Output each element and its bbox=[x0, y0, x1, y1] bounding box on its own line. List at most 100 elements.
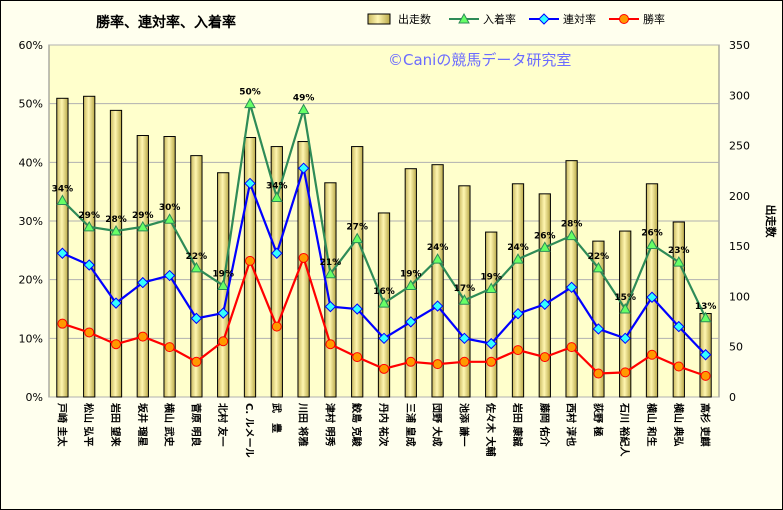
data-label: 21% bbox=[320, 258, 342, 268]
point-marker bbox=[538, 241, 551, 252]
point-marker bbox=[84, 327, 95, 338]
data-label: 28% bbox=[105, 215, 127, 225]
point-marker bbox=[646, 238, 658, 249]
point-marker bbox=[270, 191, 283, 203]
point-marker bbox=[244, 177, 256, 190]
data-label: 15% bbox=[614, 293, 636, 303]
point-marker bbox=[56, 194, 69, 205]
point-marker bbox=[539, 352, 550, 363]
data-label: 24% bbox=[427, 243, 449, 253]
legend-marker bbox=[458, 12, 470, 24]
data-label: 49% bbox=[293, 94, 315, 104]
point-marker bbox=[298, 252, 309, 263]
bar-starts bbox=[565, 160, 578, 398]
chart-title: 勝率、連対率、入着率 bbox=[96, 14, 236, 31]
point-marker bbox=[404, 279, 417, 291]
point-marker bbox=[539, 298, 551, 311]
point-marker bbox=[271, 321, 282, 332]
bar-starts bbox=[243, 137, 257, 398]
point-marker bbox=[190, 312, 203, 325]
bar-starts bbox=[351, 146, 364, 398]
point-marker bbox=[699, 311, 712, 323]
point-marker bbox=[324, 300, 337, 313]
category-label: 岩田 望来 bbox=[109, 402, 122, 447]
y-tick-label: 10% bbox=[19, 332, 43, 345]
category-label: 丹内 祐次 bbox=[377, 403, 390, 446]
bar-starts bbox=[672, 221, 685, 398]
data-label: 26% bbox=[534, 231, 556, 241]
point-marker bbox=[163, 269, 176, 282]
category-label: 松山 弘平 bbox=[82, 403, 95, 446]
category-label: 武 豊 bbox=[270, 403, 283, 433]
watermark-text: ©Caniの競馬データ研究室 bbox=[388, 51, 571, 69]
point-marker bbox=[351, 232, 364, 244]
point-marker bbox=[458, 294, 471, 305]
category-label: 団野 大成 bbox=[431, 403, 444, 446]
data-label: 23% bbox=[668, 246, 690, 256]
y2-tick-label: 300 bbox=[729, 89, 750, 102]
point-marker bbox=[458, 332, 471, 345]
point-marker bbox=[56, 247, 69, 259]
point-marker bbox=[136, 220, 149, 232]
y-tick-label: 40% bbox=[19, 156, 43, 169]
point-marker bbox=[485, 337, 497, 350]
point-marker bbox=[137, 276, 149, 289]
point-marker bbox=[83, 220, 96, 232]
point-marker bbox=[485, 282, 498, 293]
point-marker bbox=[352, 352, 363, 363]
category-label: 横山 典弘 bbox=[672, 403, 685, 446]
point-marker bbox=[325, 339, 336, 350]
category-label: 川田 将雅 bbox=[297, 402, 310, 446]
bar-starts bbox=[511, 183, 525, 398]
point-marker bbox=[297, 103, 310, 115]
category-label: 藤岡 佑介 bbox=[538, 403, 551, 447]
point-marker bbox=[57, 318, 68, 329]
point-marker bbox=[110, 297, 122, 309]
bar-starts bbox=[324, 182, 337, 398]
bar-starts bbox=[538, 193, 551, 398]
point-marker bbox=[592, 261, 605, 273]
point-marker bbox=[673, 361, 684, 372]
category-label: 菅原 明良 bbox=[189, 403, 202, 446]
data-label: 22% bbox=[588, 252, 610, 262]
y2-tick-label: 50 bbox=[729, 341, 743, 354]
y-tick-label: 20% bbox=[19, 274, 43, 287]
point-marker bbox=[593, 368, 604, 379]
y2-tick-label: 150 bbox=[729, 240, 750, 253]
point-marker bbox=[620, 367, 631, 378]
bar-starts bbox=[83, 95, 96, 398]
y-tick-label: 0% bbox=[26, 391, 43, 404]
category-label: 西村 淳也 bbox=[565, 403, 578, 446]
left-y-axis: 0% 10% 20% 30% 40% 50% 60% bbox=[19, 39, 43, 404]
category-label: 石川 裕紀人 bbox=[618, 402, 631, 457]
point-marker bbox=[379, 363, 389, 374]
point-marker bbox=[244, 97, 256, 109]
y2-tick-label: 350 bbox=[729, 39, 750, 52]
point-marker bbox=[699, 349, 712, 361]
data-label: 34% bbox=[266, 182, 288, 192]
point-marker bbox=[431, 300, 444, 312]
right-axis-title: 出走数 bbox=[764, 205, 778, 239]
point-marker bbox=[137, 331, 148, 342]
legend-label: 連対率 bbox=[563, 12, 596, 26]
point-marker bbox=[110, 224, 122, 236]
x-axis: 戸崎 圭太 松山 弘平 岩田 望来 坂井 瑠星 横山 武史 菅原 明良 北村 友一 C. ルメ… bbox=[55, 402, 711, 458]
point-marker bbox=[405, 356, 416, 367]
data-label: 29% bbox=[78, 211, 100, 221]
y2-tick-label: 0 bbox=[729, 391, 736, 404]
legend-label: 勝率 bbox=[643, 12, 665, 26]
point-marker bbox=[164, 342, 175, 353]
bar-starts bbox=[431, 164, 444, 398]
data-label: 30% bbox=[159, 203, 181, 213]
data-label: 24% bbox=[507, 243, 529, 253]
point-marker bbox=[217, 279, 230, 291]
y2-tick-label: 200 bbox=[729, 190, 750, 203]
legend-marker bbox=[619, 14, 629, 24]
category-label: 佐々木 大輔 bbox=[484, 402, 497, 456]
point-marker bbox=[646, 291, 658, 303]
line-series bbox=[56, 97, 712, 381]
point-marker bbox=[592, 323, 605, 335]
y-tick-label: 50% bbox=[19, 98, 43, 111]
y-tick-label: 60% bbox=[19, 39, 43, 52]
point-marker bbox=[619, 302, 632, 314]
